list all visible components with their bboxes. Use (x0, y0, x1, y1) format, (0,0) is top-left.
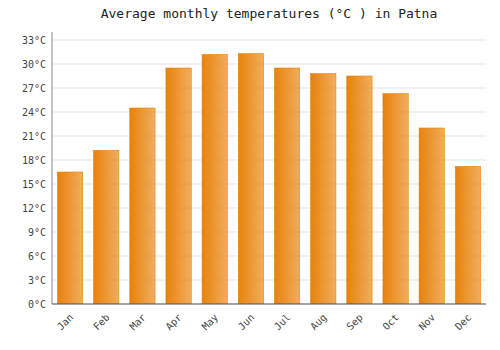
chart-container: Average monthly temperatures (°C ) in Pa… (0, 0, 500, 350)
y-tick-label: 12°C (22, 203, 46, 214)
x-tick-label: Dec (453, 312, 474, 333)
x-tick-label: Feb (91, 312, 112, 333)
x-tick-label: May (200, 312, 221, 333)
bar (347, 76, 372, 304)
grid-line (52, 112, 486, 113)
x-tick-label: Aug (308, 312, 329, 333)
bar (130, 108, 155, 304)
x-tick-label: Jun (236, 312, 257, 333)
x-tick-label: Jul (272, 312, 293, 333)
y-tick-label: 24°C (22, 107, 46, 118)
grid-line (52, 88, 486, 89)
x-axis: Jan Feb Mar Apr May Jun Jul Aug Sep Oct Nov Dec (52, 304, 486, 332)
y-axis-line (52, 32, 53, 304)
bar (455, 166, 480, 304)
bar (202, 54, 227, 304)
x-tick-label: Apr (163, 312, 184, 333)
y-tick-label: 3°C (28, 275, 46, 286)
bar (274, 68, 299, 304)
y-tick-label: 0°C (28, 299, 46, 310)
x-tick-label: Nov (417, 312, 438, 333)
y-axis: 0°C 3°C 6°C 9°C 12°C 15°C 18°C 21°C 24°C 27°C 30°C… (22, 32, 486, 310)
bar (166, 68, 191, 304)
y-tick-label: 33°C (22, 35, 46, 46)
bar (57, 172, 82, 304)
x-tick-label: Jan (55, 312, 76, 333)
x-tick-label: Mar (127, 312, 148, 333)
bars (57, 54, 480, 304)
x-axis-line (52, 304, 486, 305)
y-tick-label: 18°C (22, 155, 46, 166)
bar (94, 150, 119, 304)
bar (383, 94, 408, 304)
y-tick-label: 21°C (22, 131, 46, 142)
y-tick-label: 15°C (22, 179, 46, 190)
chart: Average monthly temperatures (°C ) in Pa… (0, 0, 500, 350)
y-tick-label: 6°C (28, 251, 46, 262)
grid-line (52, 40, 486, 41)
y-tick-label: 27°C (22, 83, 46, 94)
x-tick-label: Sep (344, 312, 365, 333)
x-tick-label: Oct (380, 312, 401, 333)
title: Average monthly temperatures (°C ) in Pa… (101, 6, 438, 21)
y-tick-label: 9°C (28, 227, 46, 238)
grid-line (52, 304, 486, 305)
grid-line (52, 64, 486, 65)
bar (419, 128, 444, 304)
y-tick-label: 30°C (22, 59, 46, 70)
bar (311, 74, 336, 304)
bar (238, 54, 263, 304)
